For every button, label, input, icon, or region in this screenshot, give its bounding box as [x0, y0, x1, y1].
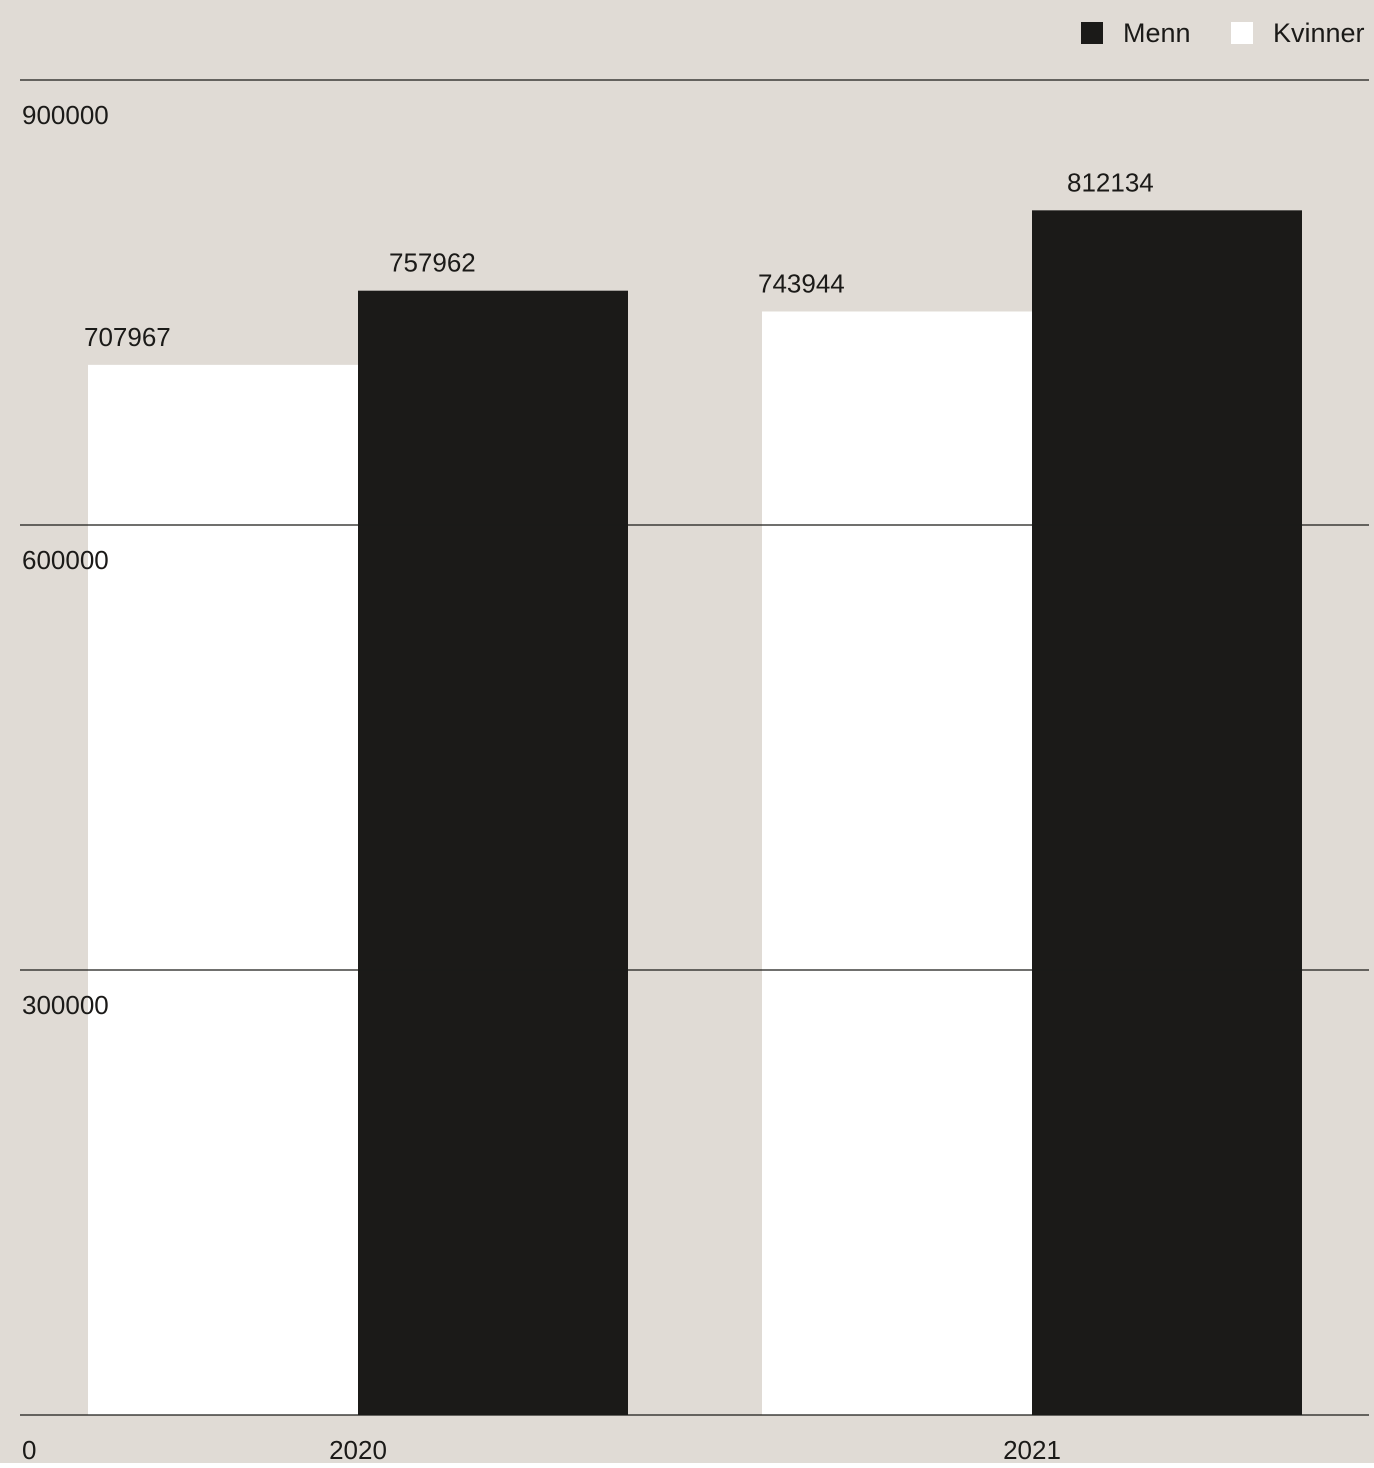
grid-layer	[20, 79, 1369, 1416]
data-label-kvinner-2021: 743944	[758, 268, 845, 298]
legend-label-menn: Menn	[1123, 18, 1191, 48]
y-tick-label-300000: 300000	[22, 990, 109, 1020]
legend-swatch-menn	[1081, 22, 1103, 44]
bars-layer	[88, 210, 1302, 1416]
y-tick-label-900000: 900000	[22, 100, 109, 130]
x-tick-label-2020: 2020	[329, 1435, 387, 1463]
bar-menn-2020	[358, 290, 628, 1415]
y-tick-label-0: 0	[22, 1435, 36, 1463]
data-label-kvinner-2020: 707967	[84, 322, 171, 352]
legend: Menn Kvinner	[1081, 18, 1365, 48]
y-tick-label-600000: 600000	[22, 545, 109, 575]
x-tick-label-2021: 2021	[1003, 1435, 1061, 1463]
bar-kvinner-2021	[762, 311, 1032, 1416]
text-layer: 707967 757962 743944 812134 0 300000 600000 900…	[22, 100, 1154, 1465]
bar-kvinner-2020	[88, 364, 358, 1416]
bar-menn-2021	[1032, 210, 1302, 1415]
legend-swatch-kvinner	[1231, 22, 1253, 44]
data-label-menn-2021: 812134	[1067, 167, 1154, 197]
data-label-menn-2020: 757962	[389, 248, 476, 278]
legend-label-kvinner: Kvinner	[1273, 18, 1365, 48]
